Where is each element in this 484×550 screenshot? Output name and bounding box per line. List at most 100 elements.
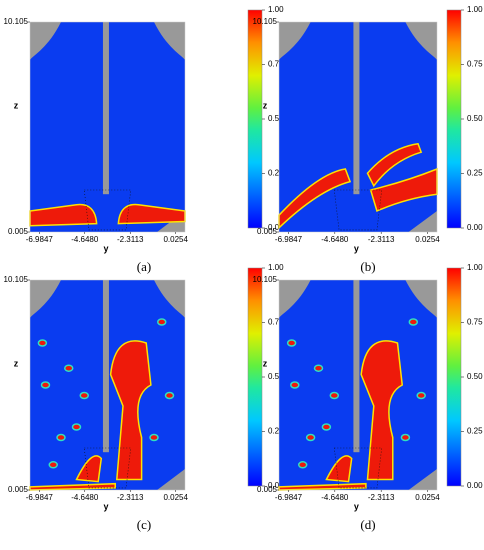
phase-region xyxy=(366,142,423,188)
x-axis-label: y xyxy=(354,501,359,511)
z-tick-label: 10.105 xyxy=(4,275,29,284)
z-tick-label: 0.005 xyxy=(8,227,29,236)
colorbar-tick-label: 1.00 xyxy=(268,5,284,14)
phase-region xyxy=(117,203,186,225)
x-tick-label: 0.0254 xyxy=(415,493,440,502)
z-axis-label: z xyxy=(263,358,268,368)
droplet xyxy=(40,381,51,389)
colorbar-tick-label: 0.75 xyxy=(268,318,284,327)
wall-left xyxy=(30,280,61,318)
droplet xyxy=(305,433,316,442)
plot-frame xyxy=(29,279,186,491)
colorbar-tick-label: 0.75 xyxy=(268,60,284,69)
colorbar-tick-label: 1.00 xyxy=(268,263,284,272)
wall-right xyxy=(154,22,185,60)
z-tick-label: 0.005 xyxy=(8,485,29,494)
droplet xyxy=(48,461,58,469)
center-rod xyxy=(102,22,109,195)
x-axis-label: y xyxy=(103,243,108,253)
z-axis-label: z xyxy=(14,358,19,368)
panel: -6.9847 -4.6480 -2.3113 0.0254 0.005 10.105 y z… xyxy=(253,263,484,532)
corner-right xyxy=(408,469,437,490)
x-tick-label: -6.9847 xyxy=(26,493,54,502)
plot-frame xyxy=(29,21,186,233)
plot-frame xyxy=(278,21,438,233)
wall-right xyxy=(405,280,437,318)
phase-region xyxy=(360,340,404,481)
x-axis-label: y xyxy=(354,243,359,253)
colorbar-tick-label: 0.25 xyxy=(467,169,483,178)
colorbar-tick-label: 1.00 xyxy=(467,5,483,14)
wall-left xyxy=(30,22,61,60)
colorbar-tick-label: 0.50 xyxy=(268,372,284,381)
phase-region xyxy=(325,455,353,483)
droplet xyxy=(56,433,66,442)
droplet xyxy=(400,433,411,442)
z-tick-label: 10.105 xyxy=(253,17,278,26)
phase-region xyxy=(109,340,152,481)
panel-caption: (c) xyxy=(137,517,151,532)
wall-right xyxy=(405,22,437,60)
colorbar-tick-label: 0.75 xyxy=(467,60,483,69)
wall-right xyxy=(154,280,185,318)
droplet xyxy=(37,339,48,347)
x-axis-label: y xyxy=(103,501,108,511)
x-tick-label: -4.6480 xyxy=(321,235,349,244)
z-tick-label: 0.005 xyxy=(257,485,278,494)
x-tick-label: -6.9847 xyxy=(26,235,54,244)
phase-region xyxy=(278,168,352,230)
droplet xyxy=(321,423,332,431)
center-rod xyxy=(102,280,109,453)
phase-region xyxy=(29,203,98,227)
droplet xyxy=(64,364,74,372)
plot-frame xyxy=(278,279,438,491)
x-tick-label: 0.0254 xyxy=(415,235,440,244)
droplet xyxy=(329,391,340,400)
panel: -6.9847 -4.6480 -2.3113 0.0254 0.005 10.105 y z… xyxy=(4,263,285,532)
panel: -6.9847 -4.6480 -2.3113 0.0254 0.005 10.105 y z… xyxy=(4,5,285,274)
droplet xyxy=(71,423,82,431)
colorbar-tick-label: 1.00 xyxy=(467,263,483,272)
colorbar xyxy=(247,9,263,229)
droplet xyxy=(290,381,300,389)
droplet xyxy=(416,391,426,400)
z-axis-label: z xyxy=(14,100,19,110)
x-tick-label: -4.6480 xyxy=(71,235,99,244)
z-tick-label: 0.005 xyxy=(257,227,278,236)
panel-caption: (d) xyxy=(360,517,375,532)
droplet xyxy=(297,461,308,469)
droplet xyxy=(164,391,175,400)
colorbar-tick-label: 0.75 xyxy=(467,318,483,327)
colorbar-tick-label: 0.50 xyxy=(467,114,483,123)
droplet xyxy=(313,364,324,372)
colorbar-tick-label: 0.00 xyxy=(268,481,284,490)
droplet xyxy=(79,391,89,400)
z-tick-label: 10.105 xyxy=(253,275,278,284)
colorbar-tick-label: 0.50 xyxy=(467,372,483,381)
panel-caption: (a) xyxy=(137,259,151,274)
droplet xyxy=(157,318,167,326)
droplet xyxy=(149,433,159,442)
phase-region xyxy=(75,455,103,483)
x-tick-label: -6.9847 xyxy=(275,493,303,502)
colorbar-tick-label: 0.00 xyxy=(467,223,483,232)
x-tick-label: -4.6480 xyxy=(321,493,349,502)
velocity-vectors xyxy=(333,189,383,231)
colorbar xyxy=(247,267,263,487)
x-tick-label: -2.3113 xyxy=(117,493,144,502)
velocity-vectors xyxy=(83,447,132,489)
colorbar xyxy=(446,9,462,229)
center-rod xyxy=(353,22,360,195)
center-rod xyxy=(353,280,360,453)
colorbar-tick-label: 0.25 xyxy=(467,427,483,436)
x-tick-label: 0.0254 xyxy=(163,235,188,244)
x-tick-label: -2.3113 xyxy=(117,235,144,244)
x-tick-label: -2.3113 xyxy=(368,235,395,244)
velocity-vectors xyxy=(333,447,383,489)
x-tick-label: 0.0254 xyxy=(163,493,188,502)
droplet xyxy=(286,339,297,347)
x-tick-label: -4.6480 xyxy=(71,493,99,502)
droplet xyxy=(408,318,419,326)
wall-left xyxy=(279,280,311,318)
